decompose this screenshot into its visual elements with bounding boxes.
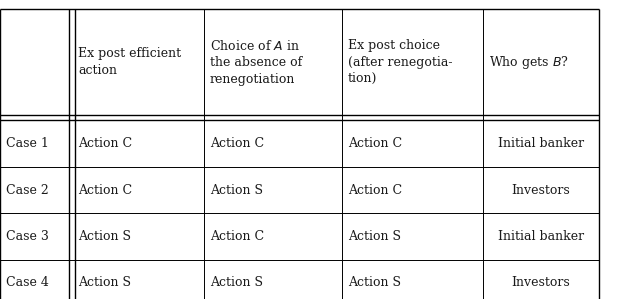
Text: Initial banker: Initial banker	[498, 230, 584, 243]
Text: Action C: Action C	[348, 184, 402, 196]
Text: Ex post choice
(after renegotia-
tion): Ex post choice (after renegotia- tion)	[348, 39, 453, 85]
Text: Initial banker: Initial banker	[498, 137, 584, 150]
Text: Action S: Action S	[348, 230, 401, 243]
Text: Action C: Action C	[210, 137, 264, 150]
Text: Action C: Action C	[78, 184, 132, 196]
Text: Action C: Action C	[210, 230, 264, 243]
Text: Action S: Action S	[78, 276, 132, 289]
Text: Case 3: Case 3	[6, 230, 49, 243]
Text: Action S: Action S	[348, 276, 401, 289]
Text: Investors: Investors	[512, 276, 570, 289]
Text: Investors: Investors	[512, 184, 570, 196]
Text: Action S: Action S	[78, 230, 132, 243]
Text: Action C: Action C	[78, 137, 132, 150]
Text: Choice of $A$ in
the absence of
renegotiation: Choice of $A$ in the absence of renegoti…	[210, 39, 302, 86]
Text: Action S: Action S	[210, 184, 263, 196]
Text: Action S: Action S	[210, 276, 263, 289]
Text: Case 4: Case 4	[6, 276, 49, 289]
Text: Case 2: Case 2	[6, 184, 49, 196]
Text: Ex post efficient
action: Ex post efficient action	[78, 47, 181, 77]
Text: Action C: Action C	[348, 137, 402, 150]
Text: Who gets $B$?: Who gets $B$?	[489, 54, 569, 71]
Text: Case 1: Case 1	[6, 137, 49, 150]
